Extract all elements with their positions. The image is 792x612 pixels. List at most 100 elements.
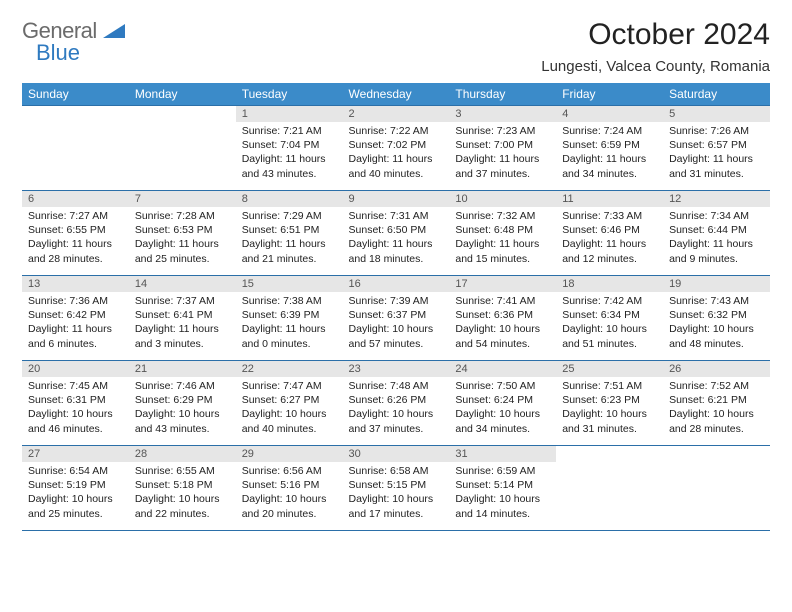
sunrise-text: Sunrise: 7:26 AM: [669, 124, 764, 138]
day-details: Sunrise: 7:43 AMSunset: 6:32 PMDaylight:…: [663, 292, 770, 355]
sunrise-text: Sunrise: 7:27 AM: [28, 209, 123, 223]
sunrise-text: Sunrise: 6:58 AM: [349, 464, 444, 478]
daylight-text: Daylight: 11 hours and 15 minutes.: [455, 237, 550, 265]
day-number: 18: [556, 276, 663, 292]
daylight-text: Daylight: 10 hours and 34 minutes.: [455, 407, 550, 435]
calendar-cell: 12Sunrise: 7:34 AMSunset: 6:44 PMDayligh…: [663, 191, 770, 276]
sunset-text: Sunset: 6:29 PM: [135, 393, 230, 407]
sunset-text: Sunset: 6:21 PM: [669, 393, 764, 407]
day-number: 27: [22, 446, 129, 462]
daylight-text: Daylight: 11 hours and 6 minutes.: [28, 322, 123, 350]
daylight-text: Daylight: 11 hours and 40 minutes.: [349, 152, 444, 180]
day-number: 26: [663, 361, 770, 377]
sunrise-text: Sunrise: 7:41 AM: [455, 294, 550, 308]
daylight-text: Daylight: 10 hours and 14 minutes.: [455, 492, 550, 520]
sunrise-text: Sunrise: 6:59 AM: [455, 464, 550, 478]
day-number: 24: [449, 361, 556, 377]
day-details: Sunrise: 7:38 AMSunset: 6:39 PMDaylight:…: [236, 292, 343, 355]
day-details: Sunrise: 7:21 AMSunset: 7:04 PMDaylight:…: [236, 122, 343, 185]
calendar-cell: 13Sunrise: 7:36 AMSunset: 6:42 PMDayligh…: [22, 276, 129, 361]
day-number: 15: [236, 276, 343, 292]
sunset-text: Sunset: 6:37 PM: [349, 308, 444, 322]
day-details: Sunrise: 7:50 AMSunset: 6:24 PMDaylight:…: [449, 377, 556, 440]
sunrise-text: Sunrise: 7:50 AM: [455, 379, 550, 393]
sunrise-text: Sunrise: 7:42 AM: [562, 294, 657, 308]
day-details: Sunrise: 7:52 AMSunset: 6:21 PMDaylight:…: [663, 377, 770, 440]
calendar-cell: 11Sunrise: 7:33 AMSunset: 6:46 PMDayligh…: [556, 191, 663, 276]
day-details: Sunrise: 7:33 AMSunset: 6:46 PMDaylight:…: [556, 207, 663, 270]
day-details: Sunrise: 7:27 AMSunset: 6:55 PMDaylight:…: [22, 207, 129, 270]
sunset-text: Sunset: 6:46 PM: [562, 223, 657, 237]
sunrise-text: Sunrise: 7:28 AM: [135, 209, 230, 223]
day-details: Sunrise: 7:39 AMSunset: 6:37 PMDaylight:…: [343, 292, 450, 355]
sunset-text: Sunset: 6:39 PM: [242, 308, 337, 322]
day-number: 3: [449, 106, 556, 122]
day-number: 28: [129, 446, 236, 462]
day-details: Sunrise: 7:48 AMSunset: 6:26 PMDaylight:…: [343, 377, 450, 440]
calendar-cell: 1Sunrise: 7:21 AMSunset: 7:04 PMDaylight…: [236, 106, 343, 191]
calendar-cell: 21Sunrise: 7:46 AMSunset: 6:29 PMDayligh…: [129, 361, 236, 446]
day-header-wednesday: Wednesday: [343, 83, 450, 106]
sunset-text: Sunset: 6:34 PM: [562, 308, 657, 322]
day-details: Sunrise: 7:41 AMSunset: 6:36 PMDaylight:…: [449, 292, 556, 355]
day-number: 13: [22, 276, 129, 292]
calendar-cell: 5Sunrise: 7:26 AMSunset: 6:57 PMDaylight…: [663, 106, 770, 191]
daylight-text: Daylight: 11 hours and 3 minutes.: [135, 322, 230, 350]
daylight-text: Daylight: 11 hours and 0 minutes.: [242, 322, 337, 350]
calendar-cell: 23Sunrise: 7:48 AMSunset: 6:26 PMDayligh…: [343, 361, 450, 446]
sunset-text: Sunset: 6:41 PM: [135, 308, 230, 322]
calendar-cell: 28Sunrise: 6:55 AMSunset: 5:18 PMDayligh…: [129, 446, 236, 531]
day-number: 14: [129, 276, 236, 292]
day-details: Sunrise: 7:26 AMSunset: 6:57 PMDaylight:…: [663, 122, 770, 185]
title-block: October 2024 Lungesti, Valcea County, Ro…: [541, 18, 770, 81]
daylight-text: Daylight: 10 hours and 46 minutes.: [28, 407, 123, 435]
sunset-text: Sunset: 6:26 PM: [349, 393, 444, 407]
daylight-text: Daylight: 10 hours and 28 minutes.: [669, 407, 764, 435]
day-details: Sunrise: 7:23 AMSunset: 7:00 PMDaylight:…: [449, 122, 556, 185]
sunset-text: Sunset: 6:50 PM: [349, 223, 444, 237]
day-details: Sunrise: 7:51 AMSunset: 6:23 PMDaylight:…: [556, 377, 663, 440]
daylight-text: Daylight: 11 hours and 28 minutes.: [28, 237, 123, 265]
daylight-text: Daylight: 11 hours and 25 minutes.: [135, 237, 230, 265]
day-details: Sunrise: 7:24 AMSunset: 6:59 PMDaylight:…: [556, 122, 663, 185]
sunset-text: Sunset: 6:57 PM: [669, 138, 764, 152]
day-details: Sunrise: 7:45 AMSunset: 6:31 PMDaylight:…: [22, 377, 129, 440]
daylight-text: Daylight: 10 hours and 20 minutes.: [242, 492, 337, 520]
day-number: 25: [556, 361, 663, 377]
daylight-text: Daylight: 11 hours and 21 minutes.: [242, 237, 337, 265]
day-details: Sunrise: 7:47 AMSunset: 6:27 PMDaylight:…: [236, 377, 343, 440]
sunrise-text: Sunrise: 7:23 AM: [455, 124, 550, 138]
calendar-table: SundayMondayTuesdayWednesdayThursdayFrid…: [22, 83, 770, 531]
sunrise-text: Sunrise: 6:55 AM: [135, 464, 230, 478]
calendar-cell: 6Sunrise: 7:27 AMSunset: 6:55 PMDaylight…: [22, 191, 129, 276]
sunset-text: Sunset: 5:15 PM: [349, 478, 444, 492]
day-details: Sunrise: 7:32 AMSunset: 6:48 PMDaylight:…: [449, 207, 556, 270]
day-details: Sunrise: 6:59 AMSunset: 5:14 PMDaylight:…: [449, 462, 556, 525]
day-number: 21: [129, 361, 236, 377]
daylight-text: Daylight: 11 hours and 43 minutes.: [242, 152, 337, 180]
sunrise-text: Sunrise: 7:47 AM: [242, 379, 337, 393]
day-number: 22: [236, 361, 343, 377]
calendar-week-row: 13Sunrise: 7:36 AMSunset: 6:42 PMDayligh…: [22, 276, 770, 361]
sunset-text: Sunset: 5:19 PM: [28, 478, 123, 492]
day-number: 19: [663, 276, 770, 292]
day-number: 7: [129, 191, 236, 207]
day-number: 12: [663, 191, 770, 207]
sunset-text: Sunset: 6:44 PM: [669, 223, 764, 237]
day-header-monday: Monday: [129, 83, 236, 106]
day-details: Sunrise: 7:34 AMSunset: 6:44 PMDaylight:…: [663, 207, 770, 270]
day-number: 2: [343, 106, 450, 122]
month-title: October 2024: [541, 18, 770, 52]
daylight-text: Daylight: 11 hours and 9 minutes.: [669, 237, 764, 265]
daylight-text: Daylight: 11 hours and 12 minutes.: [562, 237, 657, 265]
calendar-week-row: 20Sunrise: 7:45 AMSunset: 6:31 PMDayligh…: [22, 361, 770, 446]
day-header-sunday: Sunday: [22, 83, 129, 106]
calendar-cell: [129, 106, 236, 191]
day-number: 17: [449, 276, 556, 292]
sunrise-text: Sunrise: 7:32 AM: [455, 209, 550, 223]
sunrise-text: Sunrise: 7:33 AM: [562, 209, 657, 223]
calendar-week-row: 27Sunrise: 6:54 AMSunset: 5:19 PMDayligh…: [22, 446, 770, 531]
sunset-text: Sunset: 6:23 PM: [562, 393, 657, 407]
sunrise-text: Sunrise: 7:39 AM: [349, 294, 444, 308]
brand-triangle-icon: [103, 22, 125, 43]
